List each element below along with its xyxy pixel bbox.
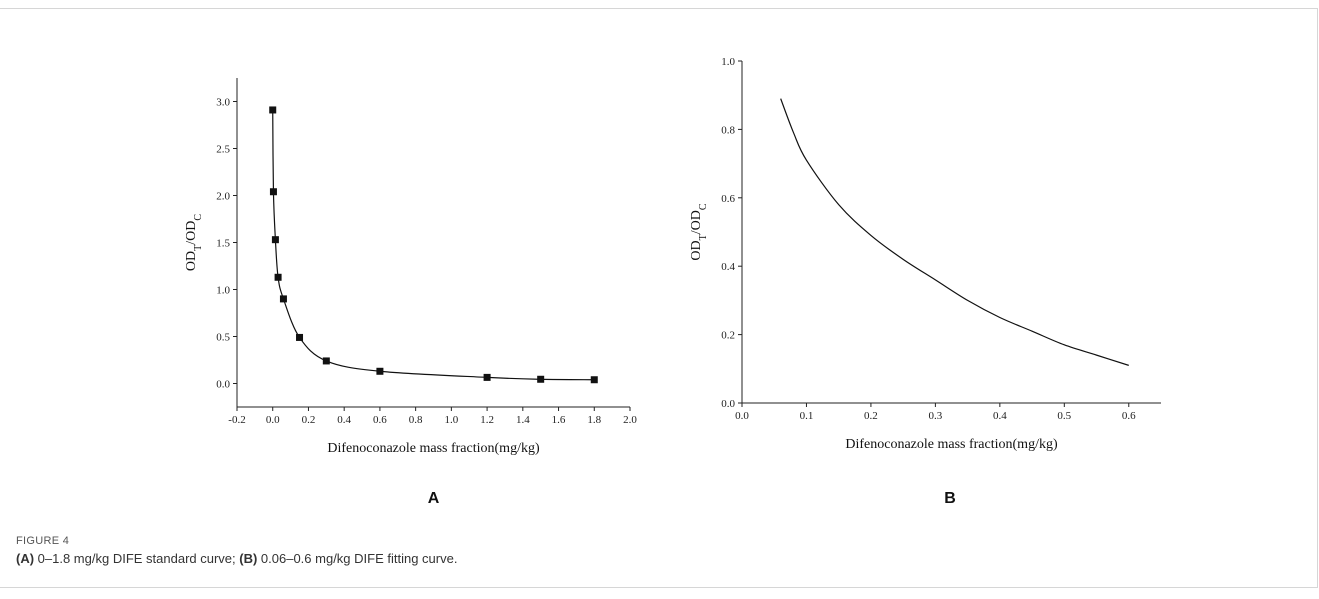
data-point [483, 373, 491, 381]
x-axis-title: Difenoconazole mass fraction(mg/kg) [845, 437, 1058, 452]
x-tick-label: 0.5 [1057, 410, 1071, 422]
x-tick-label: -0.2 [228, 414, 245, 426]
series-line-a [272, 109, 595, 381]
caption-b-label: (B) [239, 551, 258, 566]
figure-frame [0, 8, 1318, 588]
y-tick-label: 2.5 [216, 144, 230, 156]
series-line-b [780, 98, 1129, 366]
panel-label-a: A [428, 490, 440, 507]
chart-panel-a: -0.2 0.0 0.2 0.4 0.6 0.8 1.0 1.2 1.4 1.6 1.8 2.0 0.0… [184, 78, 637, 507]
x-tick-label: 2.0 [623, 414, 637, 426]
data-point [322, 357, 330, 365]
x-tick-label: 1.8 [587, 414, 601, 426]
y-tick-label: 2.0 [216, 191, 230, 203]
data-point [376, 367, 384, 375]
figure-caption: (A) 0–1.8 mg/kg DIFE standard curve; (B)… [16, 551, 457, 566]
x-tick-label: 0.6 [1122, 410, 1136, 422]
data-point [279, 295, 287, 303]
x-tick-label: 1.4 [516, 414, 530, 426]
y-tick-label: 0.5 [216, 332, 230, 344]
figure-label: FIGURE 4 [16, 535, 70, 547]
y-tick-label: 1.0 [721, 56, 735, 68]
x-tick-label: 0.6 [373, 414, 387, 426]
data-point [274, 273, 282, 281]
y-tick-label: 0.2 [721, 330, 735, 342]
x-tick-label: 1.2 [480, 414, 494, 426]
data-point [271, 236, 279, 244]
y-tick-label: 0.0 [216, 379, 230, 391]
y-tick-label: 3.0 [216, 97, 230, 109]
caption-a-text: 0–1.8 mg/kg DIFE standard curve; [34, 551, 240, 566]
data-point [269, 106, 277, 114]
data-point [590, 376, 598, 384]
x-tick-label: 0.0 [266, 414, 280, 426]
data-point [537, 375, 545, 383]
x-tick-label: 0.2 [864, 410, 878, 422]
x-tick-label: 0.0 [735, 410, 749, 422]
y-tick-label: 1.5 [216, 238, 230, 250]
y-tick-label: 0.6 [721, 193, 735, 205]
caption-b-text: 0.06–0.6 mg/kg DIFE fitting curve. [257, 551, 458, 566]
y-tick-label: 0.0 [721, 398, 735, 410]
y-axis-title: ODT/ODC [184, 214, 204, 271]
y-tick-label: 0.8 [721, 124, 735, 136]
panel-label-b: B [944, 490, 956, 507]
x-tick-label: 0.4 [993, 410, 1007, 422]
caption-a-label: (A) [16, 551, 35, 566]
x-axis-title: Difenoconazole mass fraction(mg/kg) [327, 441, 540, 456]
x-tick-label: 0.1 [800, 410, 814, 422]
x-tick-label: 0.8 [409, 414, 423, 426]
x-tick-label: 0.2 [302, 414, 316, 426]
x-tick-label: 0.3 [929, 410, 943, 422]
x-tick-label: 1.0 [444, 414, 458, 426]
chart-panel-b: 0.0 0.1 0.2 0.3 0.4 0.5 0.6 0.0 0.2 0.4 0.6 0.8 1.0 D… [689, 56, 1161, 507]
x-tick-label: 0.4 [337, 414, 351, 426]
y-tick-label: 0.4 [721, 261, 735, 273]
y-tick-label: 1.0 [216, 285, 230, 297]
data-point [296, 333, 304, 341]
y-axis-title: ODT/ODC [689, 203, 709, 260]
data-point [269, 188, 277, 196]
x-tick-label: 1.6 [552, 414, 566, 426]
